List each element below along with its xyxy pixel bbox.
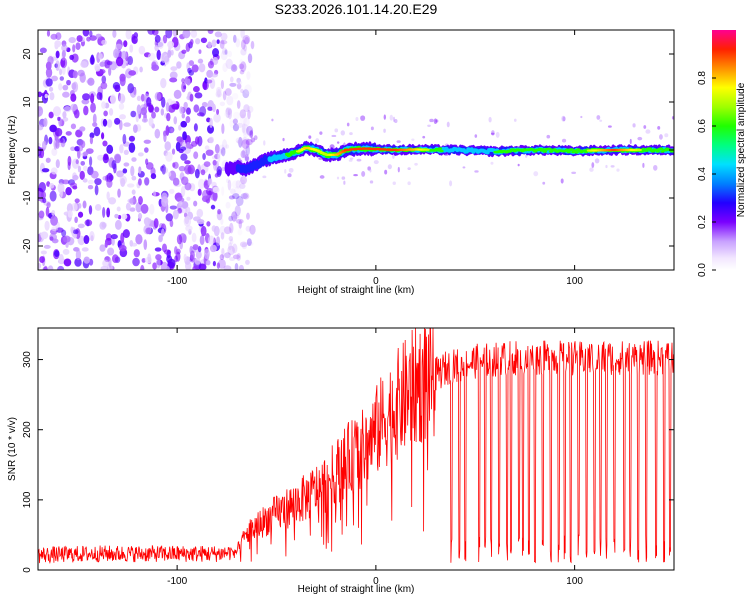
x-tick-label: -100 bbox=[167, 276, 187, 287]
y-tick-label: -20 bbox=[22, 238, 33, 253]
ridge-mark bbox=[437, 147, 443, 150]
y-tick-label: 200 bbox=[22, 421, 33, 438]
y-tick-label: 10 bbox=[22, 96, 33, 108]
y-tick-label: -10 bbox=[22, 190, 33, 205]
x-tick-label: 100 bbox=[566, 576, 583, 587]
colorbar-tick-label: 0.4 bbox=[697, 167, 708, 181]
colorbar bbox=[712, 30, 736, 270]
x-tick-label: -100 bbox=[167, 576, 187, 587]
spectrogram-ylabel: Frequency (Hz) bbox=[7, 116, 18, 185]
figure-title: S233.2026.101.14.20.E29 bbox=[275, 1, 438, 17]
colorbar-tick-label: 0.6 bbox=[697, 119, 708, 133]
ridge-peak bbox=[636, 148, 642, 152]
colorbar-tick-label: 0.2 bbox=[697, 215, 708, 229]
snr-frame bbox=[37, 327, 675, 571]
ridge-mark bbox=[542, 150, 547, 153]
ridge-mark bbox=[655, 150, 660, 153]
snr-ticks: -100 0 100 0 100 200 300 bbox=[22, 328, 674, 587]
x-tick-label: 0 bbox=[373, 276, 379, 287]
y-tick-label: 300 bbox=[22, 351, 33, 368]
y-tick-label: 0 bbox=[22, 147, 33, 153]
ridge-mark bbox=[564, 148, 570, 152]
colorbar-ticks: 0.0 0.2 0.4 0.6 0.8 bbox=[697, 71, 716, 277]
y-tick-label: 100 bbox=[22, 491, 33, 508]
spectrogram-xlabel: Height of straight line (km) bbox=[298, 285, 415, 296]
colorbar-tick-label: 0.0 bbox=[697, 263, 708, 277]
x-tick-label: 100 bbox=[566, 276, 583, 287]
x-tick-label: 0 bbox=[373, 576, 379, 587]
snr-line bbox=[38, 328, 674, 565]
snr-ylabel: SNR (10 * v/v) bbox=[7, 417, 18, 481]
ridge-mark bbox=[658, 147, 664, 150]
y-tick-label: 0 bbox=[22, 567, 33, 573]
snr-xlabel: Height of straight line (km) bbox=[298, 584, 415, 595]
colorbar-tick-label: 0.8 bbox=[697, 71, 708, 85]
ridge-peak bbox=[424, 148, 430, 151]
ridge-mark bbox=[574, 151, 579, 154]
spectrogram-noise-region bbox=[38, 30, 674, 270]
snr-plot-area bbox=[38, 328, 674, 570]
ridge-mark bbox=[566, 150, 571, 154]
y-tick-label: 20 bbox=[22, 48, 33, 60]
snr-series bbox=[38, 328, 674, 565]
ridge-mark bbox=[541, 148, 546, 151]
colorbar-label: Normalized spectral amplitude bbox=[736, 82, 747, 217]
ridge-mark bbox=[439, 149, 444, 153]
